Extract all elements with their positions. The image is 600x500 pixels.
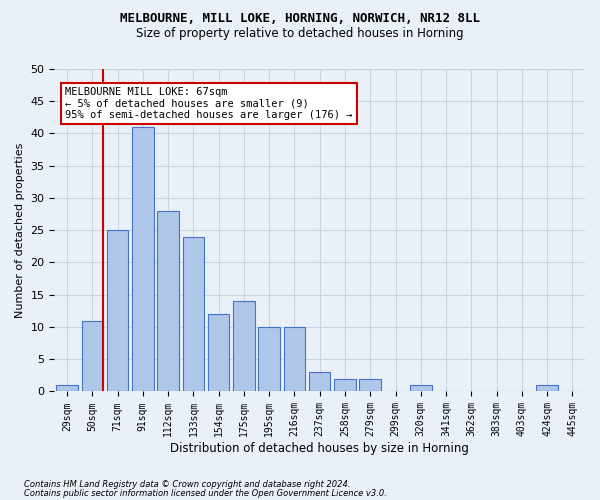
Bar	[107, 230, 128, 392]
X-axis label: Distribution of detached houses by size in Horning: Distribution of detached houses by size …	[170, 442, 469, 455]
Bar	[410, 385, 431, 392]
Text: Contains public sector information licensed under the Open Government Licence v3: Contains public sector information licen…	[24, 489, 387, 498]
Text: MELBOURNE, MILL LOKE, HORNING, NORWICH, NR12 8LL: MELBOURNE, MILL LOKE, HORNING, NORWICH, …	[120, 12, 480, 26]
Bar	[182, 236, 204, 392]
Text: Size of property relative to detached houses in Horning: Size of property relative to detached ho…	[136, 28, 464, 40]
Bar	[157, 211, 179, 392]
Bar	[56, 385, 78, 392]
Bar	[132, 127, 154, 392]
Bar	[334, 378, 356, 392]
Bar	[359, 378, 381, 392]
Bar	[284, 327, 305, 392]
Text: MELBOURNE MILL LOKE: 67sqm
← 5% of detached houses are smaller (9)
95% of semi-d: MELBOURNE MILL LOKE: 67sqm ← 5% of detac…	[65, 86, 353, 120]
Bar	[82, 320, 103, 392]
Bar	[259, 327, 280, 392]
Bar	[208, 314, 229, 392]
Bar	[309, 372, 331, 392]
Text: Contains HM Land Registry data © Crown copyright and database right 2024.: Contains HM Land Registry data © Crown c…	[24, 480, 350, 489]
Bar	[233, 301, 254, 392]
Bar	[536, 385, 558, 392]
Y-axis label: Number of detached properties: Number of detached properties	[15, 142, 25, 318]
